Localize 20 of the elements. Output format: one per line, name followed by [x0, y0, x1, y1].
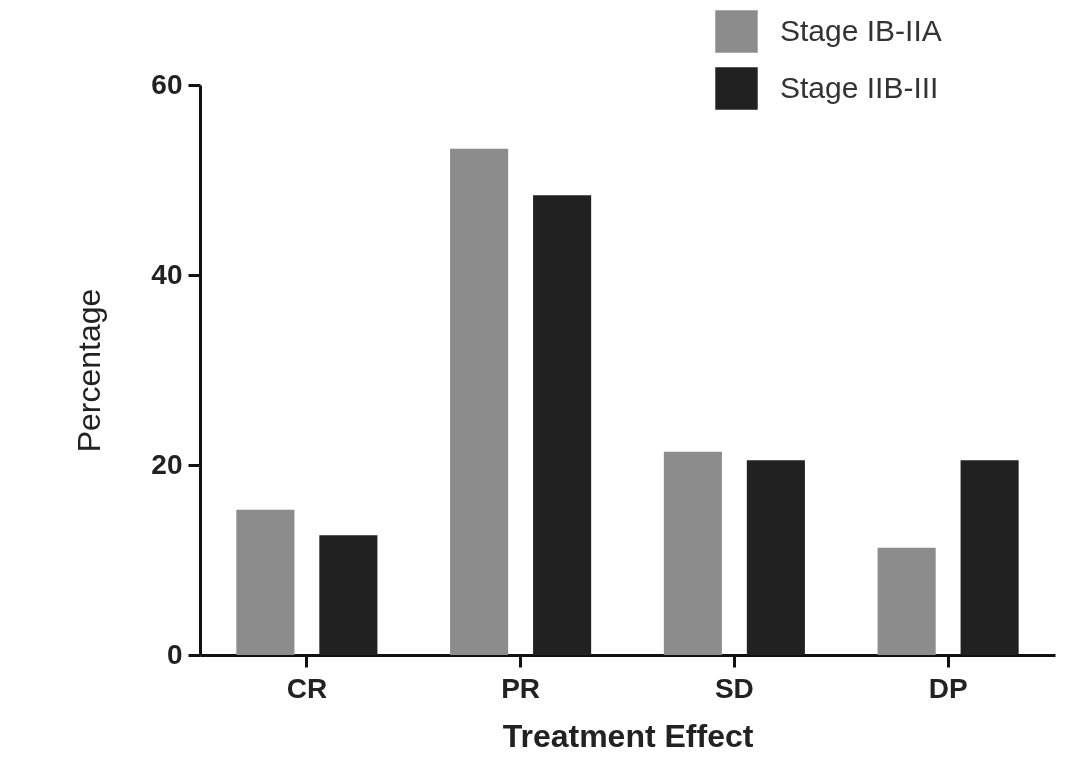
bar: [319, 535, 378, 655]
bar: [960, 460, 1019, 655]
legend-label: Stage IB-IIA: [780, 13, 942, 47]
bar: [746, 460, 805, 655]
x-tick-label: CR: [286, 672, 328, 704]
y-axis-title: Percentage: [71, 288, 108, 453]
y-tick-label: 0: [166, 638, 183, 670]
x-tick-label: PR: [501, 672, 541, 704]
y-tick-label: 20: [151, 448, 183, 480]
x-tick-label: SD: [714, 672, 754, 704]
x-axis-title: Treatment Effect: [502, 717, 754, 754]
bar: [533, 195, 592, 655]
x-tick-label: DP: [928, 672, 968, 704]
bar: [663, 451, 722, 655]
bar: [450, 148, 509, 655]
bar: [877, 547, 936, 655]
legend-label: Stage IIB-III: [780, 70, 939, 104]
y-tick-label: 60: [151, 68, 183, 100]
bar: [236, 509, 295, 655]
y-tick-label: 40: [151, 258, 183, 290]
